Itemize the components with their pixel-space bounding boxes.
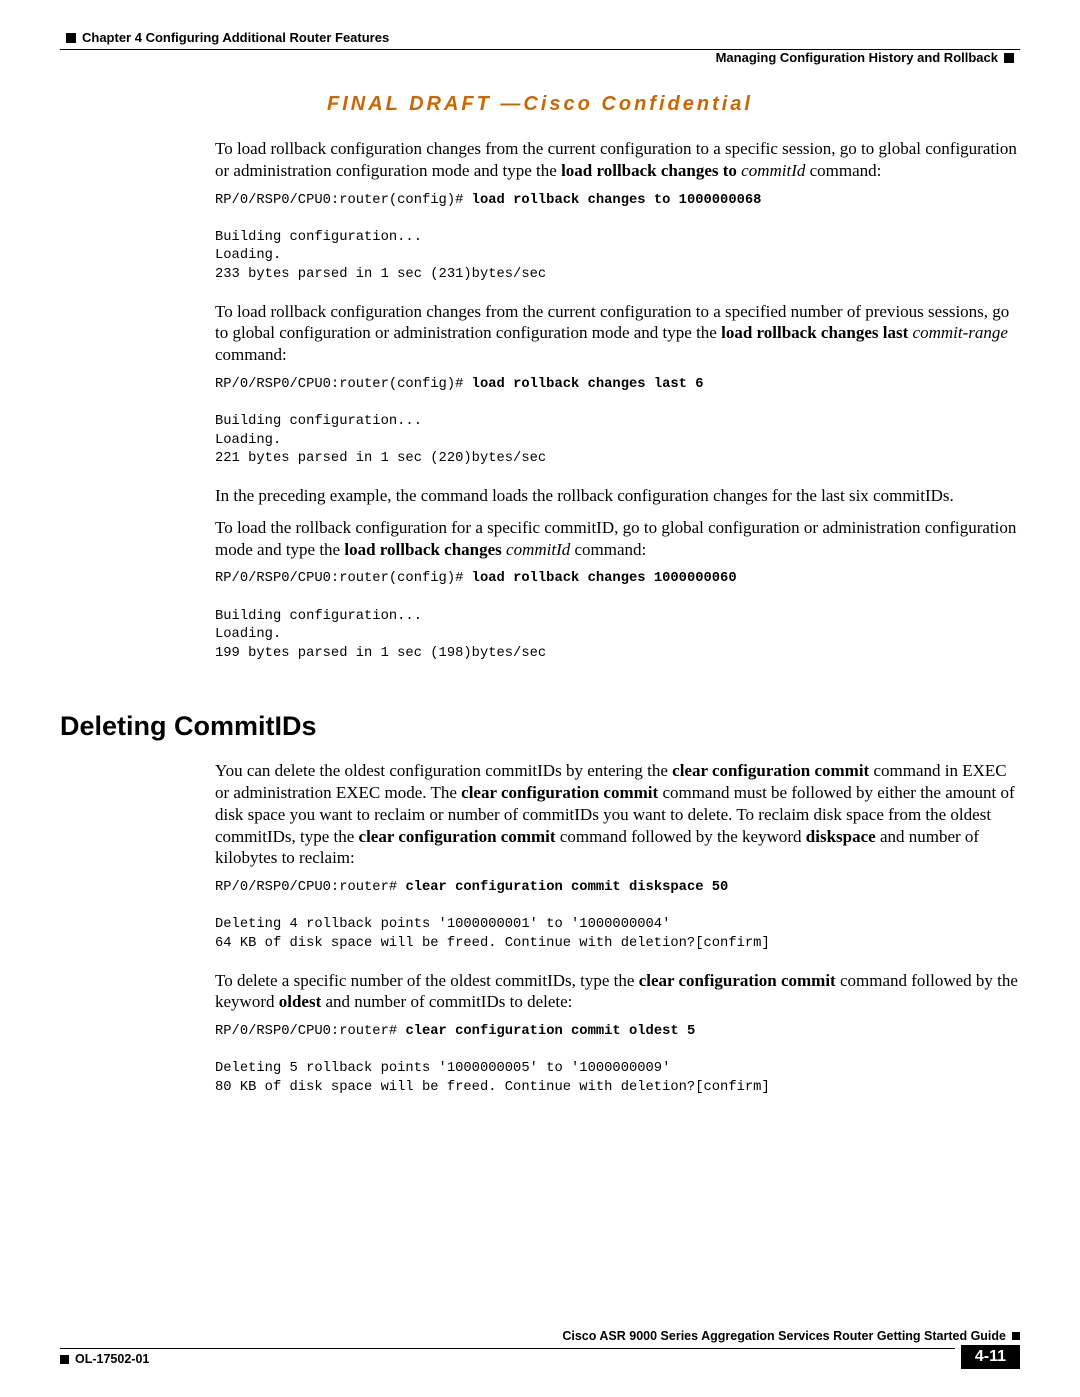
cmd-bold: clear configuration commit bbox=[359, 827, 556, 846]
doc-id-box: OL-17502-01 bbox=[60, 1348, 955, 1366]
output: Building configuration... Loading. 199 b… bbox=[215, 609, 546, 661]
keyword-bold: oldest bbox=[279, 992, 322, 1011]
output: Building configuration... Loading. 233 b… bbox=[215, 230, 546, 282]
text: command: bbox=[215, 345, 287, 364]
footer-title-row: Cisco ASR 9000 Series Aggregation Servic… bbox=[60, 1329, 1020, 1343]
code-block: RP/0/RSP0/CPU0:router(config)# load roll… bbox=[215, 192, 1020, 285]
paragraph: You can delete the oldest configuration … bbox=[215, 760, 1020, 869]
command: load rollback changes to 1000000068 bbox=[472, 193, 762, 208]
paragraph: To delete a specific number of the oldes… bbox=[215, 970, 1020, 1014]
paragraph: To load rollback configuration changes f… bbox=[215, 138, 1020, 182]
chapter-label: Chapter 4 Configuring Additional Router … bbox=[82, 30, 389, 45]
text: To delete a specific number of the oldes… bbox=[215, 971, 639, 990]
footer-bar: OL-17502-01 4-11 bbox=[60, 1345, 1020, 1369]
draft-banner: FINAL DRAFT —Cisco Confidential bbox=[60, 93, 1020, 116]
text: command followed by the keyword bbox=[556, 827, 806, 846]
code-block: RP/0/RSP0/CPU0:router# clear configurati… bbox=[215, 1023, 1020, 1098]
cmd-bold: clear configuration commit bbox=[639, 971, 836, 990]
prompt: RP/0/RSP0/CPU0:router(config)# bbox=[215, 193, 472, 208]
cmd-bold: clear configuration commit bbox=[461, 783, 658, 802]
code-block: RP/0/RSP0/CPU0:router# clear configurati… bbox=[215, 879, 1020, 954]
square-bullet-icon bbox=[60, 1355, 69, 1364]
cmd-bold: clear configuration commit bbox=[672, 761, 869, 780]
output: Deleting 5 rollback points '1000000005' … bbox=[215, 1061, 770, 1095]
square-bullet-icon bbox=[66, 33, 76, 43]
header-section-row: Managing Configuration History and Rollb… bbox=[60, 50, 1020, 65]
doc-id: OL-17502-01 bbox=[75, 1352, 149, 1366]
code-block: RP/0/RSP0/CPU0:router(config)# load roll… bbox=[215, 376, 1020, 469]
cmd-arg: commitId bbox=[502, 540, 570, 559]
body-content: You can delete the oldest configuration … bbox=[215, 760, 1020, 1097]
output: Building configuration... Loading. 221 b… bbox=[215, 414, 546, 466]
code-block: RP/0/RSP0/CPU0:router(config)# load roll… bbox=[215, 570, 1020, 663]
prompt: RP/0/RSP0/CPU0:router# bbox=[215, 1024, 405, 1039]
square-bullet-icon bbox=[1004, 53, 1014, 63]
body-content: To load rollback configuration changes f… bbox=[215, 138, 1020, 663]
cmd-arg: commit-range bbox=[908, 323, 1008, 342]
prompt: RP/0/RSP0/CPU0:router# bbox=[215, 880, 405, 895]
heading-deleting-commitids: Deleting CommitIDs bbox=[60, 711, 1020, 742]
cmd-bold: load rollback changes to bbox=[561, 161, 737, 180]
keyword-bold: diskspace bbox=[806, 827, 876, 846]
header-chapter-row: Chapter 4 Configuring Additional Router … bbox=[60, 30, 1020, 45]
cmd-bold: load rollback changes last bbox=[721, 323, 908, 342]
output: Deleting 4 rollback points '1000000001' … bbox=[215, 917, 770, 951]
text: and number of commitIDs to delete: bbox=[321, 992, 572, 1011]
page-number: 4-11 bbox=[961, 1345, 1020, 1369]
page-footer: Cisco ASR 9000 Series Aggregation Servic… bbox=[60, 1329, 1020, 1369]
command: clear configuration commit diskspace 50 bbox=[405, 880, 728, 895]
square-bullet-icon bbox=[1012, 1332, 1020, 1340]
cmd-arg: commitId bbox=[737, 161, 805, 180]
footer-doc-title: Cisco ASR 9000 Series Aggregation Servic… bbox=[562, 1329, 1006, 1343]
command: load rollback changes last 6 bbox=[472, 377, 704, 392]
paragraph: In the preceding example, the command lo… bbox=[215, 485, 1020, 507]
cmd-bold: load rollback changes bbox=[344, 540, 501, 559]
prompt: RP/0/RSP0/CPU0:router(config)# bbox=[215, 377, 472, 392]
command: load rollback changes 1000000060 bbox=[472, 571, 737, 586]
text: command: bbox=[570, 540, 646, 559]
command: clear configuration commit oldest 5 bbox=[405, 1024, 695, 1039]
text: command: bbox=[805, 161, 881, 180]
text: You can delete the oldest configuration … bbox=[215, 761, 672, 780]
paragraph: To load rollback configuration changes f… bbox=[215, 301, 1020, 366]
section-label: Managing Configuration History and Rollb… bbox=[716, 50, 998, 65]
prompt: RP/0/RSP0/CPU0:router(config)# bbox=[215, 571, 472, 586]
paragraph: To load the rollback configuration for a… bbox=[215, 517, 1020, 561]
